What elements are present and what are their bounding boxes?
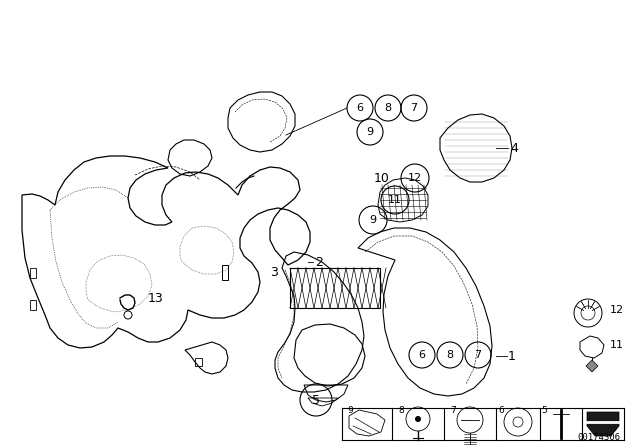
Text: 9: 9 xyxy=(369,215,376,225)
Text: 6: 6 xyxy=(356,103,364,113)
Text: 7: 7 xyxy=(410,103,417,113)
Text: 8: 8 xyxy=(385,103,392,113)
Text: 11: 11 xyxy=(388,195,402,205)
Text: 7: 7 xyxy=(474,350,481,360)
Text: 11: 11 xyxy=(610,340,624,350)
Text: 4: 4 xyxy=(510,142,518,155)
Text: 6: 6 xyxy=(498,406,504,415)
Text: 5: 5 xyxy=(312,393,320,406)
Text: 6: 6 xyxy=(419,350,426,360)
Circle shape xyxy=(415,416,421,422)
Text: 8: 8 xyxy=(447,350,454,360)
Text: 8: 8 xyxy=(398,406,404,415)
Text: 10: 10 xyxy=(374,172,390,185)
Text: 9: 9 xyxy=(347,406,353,415)
Text: 3: 3 xyxy=(270,266,278,279)
Text: 7: 7 xyxy=(450,406,456,415)
Text: 9: 9 xyxy=(367,127,374,137)
Text: 00174306: 00174306 xyxy=(577,433,620,442)
Polygon shape xyxy=(587,412,619,436)
Text: 12: 12 xyxy=(610,305,624,315)
Text: 13: 13 xyxy=(148,292,164,305)
Polygon shape xyxy=(586,360,598,372)
Text: 2: 2 xyxy=(315,255,323,268)
Text: 1: 1 xyxy=(508,349,516,362)
Text: 12: 12 xyxy=(408,173,422,183)
Text: 5: 5 xyxy=(541,406,547,415)
